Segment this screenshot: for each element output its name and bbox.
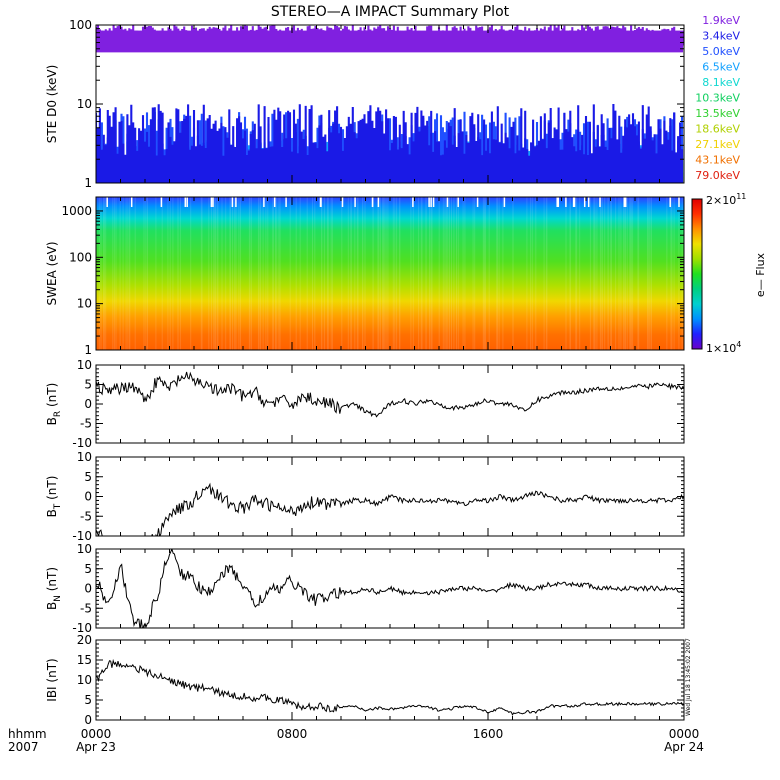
colorbar-max-base: 2×10 bbox=[706, 194, 736, 207]
y-tick-label: 1000 bbox=[61, 204, 92, 218]
time-tick-label: 0000 bbox=[81, 727, 112, 741]
y-tick-label: 0 bbox=[84, 582, 92, 596]
series-line-bn bbox=[96, 549, 684, 628]
y-tick-label: -5 bbox=[80, 601, 92, 615]
y-tick-label: 20 bbox=[77, 633, 92, 647]
y-axis-label: SWEA (eV) bbox=[45, 241, 59, 305]
y-tick-label: 1 bbox=[84, 176, 92, 190]
y-tick-label: -5 bbox=[80, 509, 92, 523]
legend-entry-43-1keV: 43.1keV bbox=[695, 154, 740, 167]
y-tick-label: -5 bbox=[80, 417, 92, 431]
legend-entry-3-4keV: 3.4keV bbox=[702, 30, 740, 43]
panel-frame bbox=[95, 364, 685, 444]
ste-series-3-4keV bbox=[96, 104, 684, 183]
y-tick-label: 5 bbox=[84, 378, 92, 392]
y-axis-label: STE D0 (keV) bbox=[45, 65, 59, 144]
y-tick-label: 5 bbox=[84, 562, 92, 576]
y-axis-label: IBI (nT) bbox=[45, 658, 59, 701]
time-tick-date: Apr 23 bbox=[76, 740, 116, 754]
y-tick-label: 10 bbox=[77, 542, 92, 556]
y-axis-label: BT (nT) bbox=[45, 476, 63, 518]
series-line-b bbox=[96, 658, 684, 716]
legend-entry-1-9keV: 1.9keV bbox=[702, 14, 740, 27]
y-tick-label: 15 bbox=[77, 653, 92, 667]
flux-colorbar: 2×1011 1×104 e— Flux bbox=[691, 192, 767, 355]
panel-content bbox=[96, 658, 684, 716]
y-tick-label: 0 bbox=[84, 397, 92, 411]
y-tick-label: 5 bbox=[84, 693, 92, 707]
y-tick-label: 100 bbox=[69, 18, 92, 32]
colorbar-max-exp: 11 bbox=[736, 192, 746, 201]
y-tick-label: 5 bbox=[84, 470, 92, 484]
series-line-br bbox=[96, 371, 684, 418]
y-tick-label: 10 bbox=[77, 297, 92, 311]
y-tick-label: 100 bbox=[69, 250, 92, 264]
y-tick-label: 1 bbox=[84, 343, 92, 357]
colorbar-max-label: 2×1011 bbox=[706, 192, 746, 207]
ste-energy-legend: 1.9keV 3.4keV 5.0keV 6.5keV 8.1keV 10.3keV 13.… bbox=[695, 14, 740, 182]
y-tick-label: -10 bbox=[72, 621, 92, 635]
panel-br: -10 -5 0 5 10 BR (nT) bbox=[45, 358, 685, 450]
legend-entry-10-3keV: 10.3keV bbox=[695, 92, 740, 105]
time-tick-date: Apr 24 bbox=[664, 740, 704, 754]
panel-bt: -10 -5 0 5 10 BT (nT) bbox=[45, 450, 685, 543]
y-tick-label: -10 bbox=[72, 529, 92, 543]
plot-title: STEREO—A IMPACT Summary Plot bbox=[271, 4, 510, 20]
colorbar-title: e— Flux bbox=[754, 252, 767, 297]
y-tick-label: 10 bbox=[77, 358, 92, 372]
time-tick-label: 0800 bbox=[277, 727, 308, 741]
creation-timestamp: Wed Jul 18 13:45:02 2007 bbox=[685, 638, 692, 716]
time-tick-label: 1600 bbox=[473, 727, 504, 741]
panel-bn: -10 -5 0 5 10 BN (nT) bbox=[45, 542, 685, 635]
legend-entry-5-0keV: 5.0keV bbox=[702, 45, 740, 58]
legend-entry-13-5keV: 13.5keV bbox=[695, 107, 740, 120]
panel-content bbox=[96, 482, 684, 536]
time-axis-label-hhmm: hhmm bbox=[8, 727, 47, 741]
time-tick-label: 0000 bbox=[669, 727, 700, 741]
y-axis-label: BR (nT) bbox=[45, 383, 63, 426]
y-tick-label: 0 bbox=[84, 490, 92, 504]
swea-spectrogram bbox=[96, 197, 684, 350]
panel-b: 0 5 10 15 20 IBI (nT) bbox=[45, 633, 685, 727]
y-tick-label: 0 bbox=[84, 713, 92, 727]
legend-entry-18-6keV: 18.6keV bbox=[695, 123, 740, 136]
panel-swea: 1 10 100 1000 SWEA (eV) bbox=[45, 196, 685, 357]
legend-entry-6-5keV: 6.5keV bbox=[702, 61, 740, 74]
series-line-bt bbox=[96, 482, 684, 536]
panel-sted0: 1 10 100 STE D0 (keV) bbox=[45, 18, 685, 190]
colorbar-gradient bbox=[691, 198, 703, 350]
panel-content bbox=[96, 197, 684, 350]
y-tick-label: -10 bbox=[72, 436, 92, 450]
legend-entry-8-1keV: 8.1keV bbox=[702, 76, 740, 89]
panel-content bbox=[96, 549, 684, 628]
time-axis-label-year: 2007 bbox=[8, 740, 39, 754]
legend-entry-27-1keV: 27.1keV bbox=[695, 138, 740, 151]
panel-content bbox=[96, 25, 684, 183]
ste-series-core-1-9keV bbox=[96, 30, 684, 46]
y-axis-label: BN (nT) bbox=[45, 567, 63, 610]
swea-data-gaps bbox=[106, 197, 680, 207]
panel-frame bbox=[95, 639, 685, 721]
panel-content bbox=[96, 371, 684, 418]
colorbar-min-label: 1×104 bbox=[706, 340, 741, 355]
y-tick-label: 10 bbox=[77, 450, 92, 464]
legend-entry-79-0keV: 79.0keV bbox=[695, 169, 740, 182]
y-tick-label: 10 bbox=[77, 673, 92, 687]
colorbar-min-exp: 4 bbox=[736, 340, 741, 349]
swea-texture bbox=[96, 197, 683, 350]
colorbar-min-base: 1×10 bbox=[706, 342, 736, 355]
y-tick-label: 10 bbox=[77, 97, 92, 111]
